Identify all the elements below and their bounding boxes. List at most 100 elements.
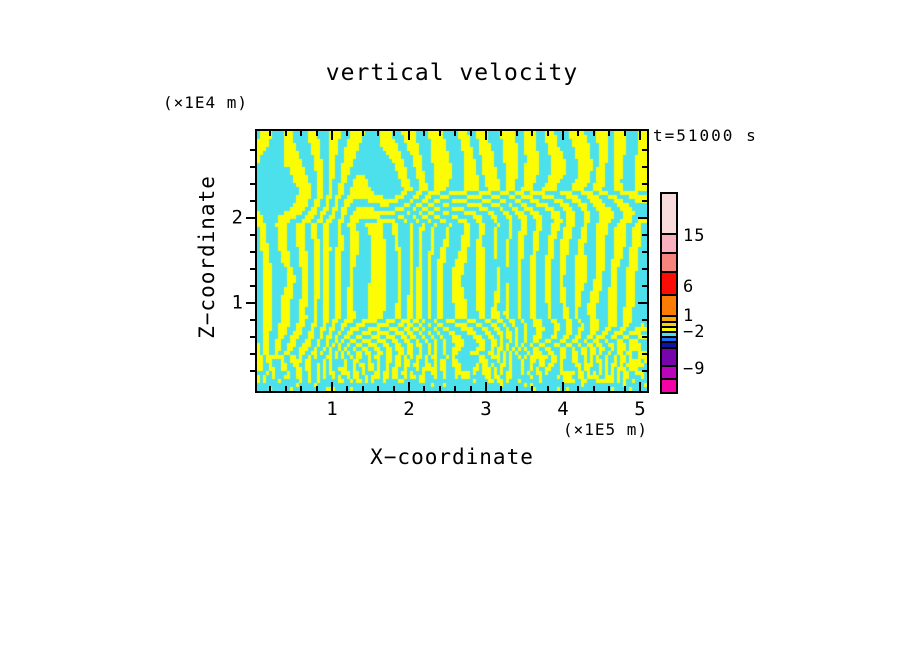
axis-tick-minor [393, 131, 395, 136]
axis-tick-minor [593, 131, 595, 136]
axis-tick-minor [642, 234, 647, 236]
colorbar-segment [662, 272, 676, 295]
axis-tick-minor [642, 370, 647, 372]
colorbar [660, 192, 678, 394]
axis-tick-minor [250, 149, 255, 151]
z-axis-title: Z−coordinate [195, 175, 219, 339]
axis-tick-major [638, 302, 647, 304]
colorbar-divider [662, 378, 676, 380]
colorbar-divider [662, 233, 676, 235]
axis-tick-minor [642, 200, 647, 202]
x-axis-title: X−coordinate [370, 445, 534, 469]
colorbar-segment [662, 327, 676, 332]
axis-tick-minor [269, 386, 271, 391]
axis-tick-minor [516, 386, 518, 391]
axis-tick-major [408, 131, 410, 140]
axis-tick-minor [642, 353, 647, 355]
axis-tick-minor [642, 285, 647, 287]
axis-tick-minor [516, 131, 518, 136]
colorbar-divider [662, 315, 676, 317]
colorbar-divider [662, 321, 676, 323]
axis-tick-minor [500, 386, 502, 391]
colorbar-divider [662, 331, 676, 333]
time-annotation: t=51000 s [653, 126, 758, 145]
colorbar-divider [662, 271, 676, 273]
x-tick-label: 2 [403, 398, 415, 420]
axis-tick-minor [250, 319, 255, 321]
axis-tick-minor [642, 149, 647, 151]
colorbar-segment [662, 295, 676, 316]
axis-tick-major [485, 131, 487, 140]
axis-tick-minor [439, 386, 441, 391]
axis-tick-minor [250, 353, 255, 355]
colorbar-divider [662, 336, 676, 338]
axis-tick-minor [547, 386, 549, 391]
colorbar-segment [662, 379, 676, 392]
colorbar-segment [662, 332, 676, 337]
axis-tick-minor [316, 131, 318, 136]
axis-tick-minor [300, 386, 302, 391]
colorbar-segment [662, 234, 676, 253]
colorbar-divider [662, 294, 676, 296]
axis-tick-minor [250, 336, 255, 338]
axis-tick-minor [250, 370, 255, 372]
axis-tick-minor [470, 386, 472, 391]
x-tick-label: 1 [326, 398, 338, 420]
colorbar-tick-label: −9 [683, 359, 706, 379]
z-tick-label: 2 [231, 206, 243, 229]
heatmap-field-canvas [257, 131, 647, 391]
axis-tick-minor [285, 386, 287, 391]
axis-tick-major [331, 382, 333, 391]
axis-tick-minor [608, 131, 610, 136]
colorbar-divider [662, 341, 676, 343]
axis-tick-major [246, 302, 255, 304]
colorbar-segment [662, 366, 676, 379]
axis-tick-minor [624, 131, 626, 136]
heatmap-plot-area [255, 129, 649, 393]
x-axis-unit-label: (×1E5 m) [563, 420, 649, 439]
x-tick-label: 4 [557, 398, 569, 420]
axis-tick-minor [316, 386, 318, 391]
axis-tick-major [639, 131, 641, 140]
axis-tick-minor [531, 386, 533, 391]
axis-tick-minor [300, 131, 302, 136]
axis-tick-major [639, 382, 641, 391]
colorbar-segment [662, 337, 676, 342]
colorbar-divider [662, 326, 676, 328]
axis-tick-minor [642, 183, 647, 185]
axis-tick-major [638, 217, 647, 219]
axis-tick-minor [500, 131, 502, 136]
axis-tick-minor [250, 183, 255, 185]
axis-tick-minor [642, 319, 647, 321]
axis-tick-major [562, 382, 564, 391]
colorbar-divider [662, 365, 676, 367]
colorbar-segment [662, 316, 676, 322]
axis-tick-minor [423, 386, 425, 391]
axis-tick-major [485, 382, 487, 391]
axis-tick-minor [250, 268, 255, 270]
axis-tick-minor [250, 234, 255, 236]
x-tick-label: 5 [634, 398, 646, 420]
axis-tick-minor [642, 251, 647, 253]
axis-tick-minor [531, 131, 533, 136]
colorbar-divider [662, 347, 676, 349]
axis-tick-minor [470, 131, 472, 136]
axis-tick-minor [362, 386, 364, 391]
axis-tick-minor [377, 131, 379, 136]
axis-tick-minor [547, 131, 549, 136]
axis-tick-minor [577, 131, 579, 136]
colorbar-segment [662, 253, 676, 272]
z-tick-label: 1 [231, 291, 243, 314]
axis-tick-minor [362, 131, 364, 136]
axis-tick-minor [377, 386, 379, 391]
x-tick-label: 3 [480, 398, 492, 420]
colorbar-tick-label: 6 [683, 277, 695, 297]
axis-tick-minor [642, 268, 647, 270]
axis-tick-minor [285, 131, 287, 136]
axis-tick-minor [624, 386, 626, 391]
axis-tick-minor [593, 386, 595, 391]
axis-tick-minor [642, 166, 647, 168]
colorbar-tick-label: −2 [683, 322, 706, 342]
axis-tick-minor [454, 386, 456, 391]
